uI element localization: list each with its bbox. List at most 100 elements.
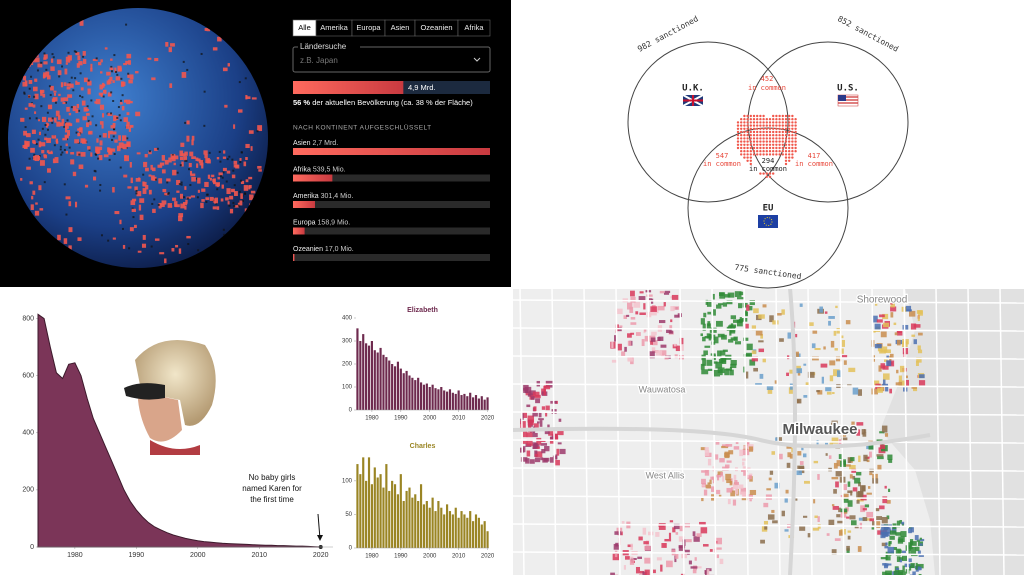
map-block bbox=[749, 300, 755, 306]
globe-dot bbox=[176, 190, 180, 193]
overlap-dot bbox=[765, 118, 768, 121]
globe-dot bbox=[127, 72, 130, 75]
map-block bbox=[890, 306, 897, 312]
map-block bbox=[742, 458, 747, 461]
map-block bbox=[635, 566, 640, 574]
globe-dot bbox=[67, 51, 70, 54]
overlap-dot bbox=[749, 134, 752, 137]
globe-dot bbox=[66, 83, 71, 87]
map-block bbox=[674, 314, 682, 318]
map-block bbox=[525, 391, 531, 396]
overlap-count: 452 bbox=[761, 75, 774, 83]
globe-dot bbox=[31, 129, 36, 134]
map-block bbox=[899, 559, 903, 563]
globe-dot bbox=[126, 53, 132, 59]
map-block bbox=[910, 323, 917, 330]
globe-dot bbox=[126, 141, 131, 148]
map-block bbox=[707, 311, 712, 315]
overlap-dot bbox=[762, 134, 765, 137]
globe-dot bbox=[97, 146, 103, 151]
map-block bbox=[884, 485, 887, 489]
globe-dot bbox=[114, 211, 120, 215]
map-block bbox=[534, 453, 539, 457]
overlap-dot bbox=[749, 162, 752, 166]
map-block bbox=[669, 520, 674, 523]
map-block bbox=[776, 437, 782, 443]
map-block bbox=[648, 298, 652, 301]
globe-dot bbox=[48, 117, 53, 122]
shirt bbox=[150, 440, 200, 455]
globe-dot bbox=[101, 113, 105, 118]
globe-dot bbox=[74, 139, 79, 144]
globe-dot bbox=[222, 156, 227, 159]
map-block bbox=[846, 516, 850, 519]
globe-dot bbox=[128, 127, 131, 132]
globe-dot bbox=[66, 119, 69, 122]
road bbox=[513, 523, 1024, 528]
bar bbox=[466, 396, 469, 410]
bar bbox=[463, 393, 466, 410]
globe-dot bbox=[178, 213, 184, 218]
overlap-dot bbox=[788, 134, 791, 137]
bar bbox=[391, 364, 394, 410]
map-block bbox=[742, 461, 745, 466]
globe-dot bbox=[160, 203, 165, 208]
map-block bbox=[630, 317, 636, 320]
overlap-dot bbox=[781, 140, 784, 143]
y-tick-label: 0 bbox=[349, 408, 353, 414]
overlap-dot bbox=[759, 146, 762, 150]
globe-dot bbox=[110, 148, 116, 152]
overlap-label: in common bbox=[795, 160, 833, 168]
map-block bbox=[534, 457, 541, 463]
globe-dot bbox=[136, 191, 142, 197]
map-block bbox=[807, 533, 811, 538]
globe-dot bbox=[233, 204, 236, 207]
overlap-dot bbox=[756, 130, 759, 134]
overlap-dot bbox=[743, 118, 746, 121]
map-block bbox=[895, 567, 900, 570]
map-block bbox=[652, 569, 656, 574]
y-tick-label: 50 bbox=[345, 512, 352, 518]
search-box[interactable] bbox=[292, 46, 491, 73]
overlap-dot bbox=[762, 150, 765, 153]
globe-dot bbox=[70, 76, 73, 79]
y-tick-label: 800 bbox=[22, 315, 34, 322]
map-block bbox=[852, 387, 859, 395]
globe-dot bbox=[126, 121, 130, 127]
map-block bbox=[556, 448, 560, 456]
map-block bbox=[702, 336, 706, 342]
road bbox=[871, 288, 877, 575]
map-block bbox=[712, 479, 716, 484]
map-block bbox=[730, 315, 737, 320]
overlap-dot bbox=[781, 134, 784, 137]
map-block bbox=[720, 472, 723, 477]
map-block bbox=[753, 308, 759, 314]
tab[interactable] bbox=[457, 19, 491, 37]
road bbox=[807, 288, 813, 575]
globe-dot bbox=[222, 167, 227, 172]
map-block bbox=[852, 487, 858, 492]
globe-dot bbox=[226, 170, 231, 174]
globe-dot bbox=[208, 151, 211, 154]
tab-label: Europa bbox=[356, 23, 381, 32]
overlap-dot bbox=[781, 130, 784, 134]
overlap-dot bbox=[784, 162, 788, 166]
globe-dot bbox=[112, 237, 116, 240]
map-block bbox=[732, 483, 739, 490]
globe-dot bbox=[67, 94, 73, 98]
x-tick-label: 2000 bbox=[423, 554, 437, 560]
globe-dot bbox=[33, 95, 36, 98]
map-block bbox=[735, 441, 739, 445]
map-block bbox=[812, 329, 818, 334]
globe-dot bbox=[238, 204, 241, 207]
map-block bbox=[795, 398, 802, 404]
map-block bbox=[879, 349, 886, 354]
overlap-dot bbox=[778, 118, 781, 121]
map-block bbox=[873, 380, 880, 386]
set-name: U.K. bbox=[682, 84, 704, 94]
globe-dot bbox=[178, 183, 181, 186]
place-label: Shorewood bbox=[857, 295, 908, 306]
map-block bbox=[704, 570, 709, 575]
map-block bbox=[887, 343, 892, 347]
globe-dot bbox=[50, 150, 53, 154]
